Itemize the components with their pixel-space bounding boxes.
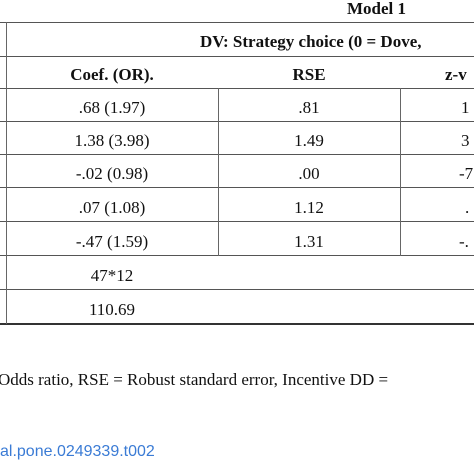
rule-table-bottom — [0, 323, 474, 325]
cell-coef: 1.38 (3.98) — [74, 131, 150, 150]
cell-rse: .00 — [298, 164, 320, 183]
cell-coef: 47*12 — [90, 266, 134, 285]
cell-coef: -.02 (0.98) — [75, 164, 149, 183]
dv-header: DV: Strategy choice (0 = Dove, — [200, 32, 422, 51]
column-header-z: z-v — [445, 65, 467, 84]
table-footnote: Odds ratio, RSE = Robust standard error,… — [0, 370, 389, 389]
cell-coef: .68 (1.97) — [78, 98, 146, 117]
cell-z: 3 — [461, 131, 470, 150]
rule-row-4 — [0, 221, 474, 222]
cell-z: 1 — [461, 98, 470, 117]
cell-coef: .07 (1.08) — [78, 198, 146, 217]
column-header-coef: Coef. (OR). — [70, 65, 154, 84]
cell-rse: .81 — [298, 98, 320, 117]
cell-z: -7 — [459, 164, 474, 183]
model-header: Model 1 — [347, 0, 407, 18]
rule-col-1 — [218, 88, 219, 256]
rule-row-3 — [0, 187, 474, 188]
cell-rse: 1.12 — [294, 198, 324, 217]
rule-column-header — [0, 88, 474, 89]
doi-link[interactable]: al.pone.0249339.t002 — [0, 443, 155, 460]
rule-col-2 — [400, 88, 401, 256]
cell-z: . — [465, 198, 470, 217]
cell-rse: 1.31 — [294, 232, 324, 251]
rule-row-1 — [0, 121, 474, 122]
column-header-rse: RSE — [292, 65, 326, 84]
rule-row-6 — [0, 289, 474, 290]
cell-coef: -.47 (1.59) — [75, 232, 149, 251]
rule-row-2 — [0, 154, 474, 155]
rule-model-header — [0, 22, 474, 23]
cell-rse: 1.49 — [294, 131, 324, 150]
rule-row-5 — [0, 255, 474, 256]
cell-z: -. — [459, 232, 469, 251]
rule-left-edge — [6, 22, 7, 324]
rule-dv-header — [0, 56, 474, 57]
cell-coef: 110.69 — [88, 300, 136, 319]
